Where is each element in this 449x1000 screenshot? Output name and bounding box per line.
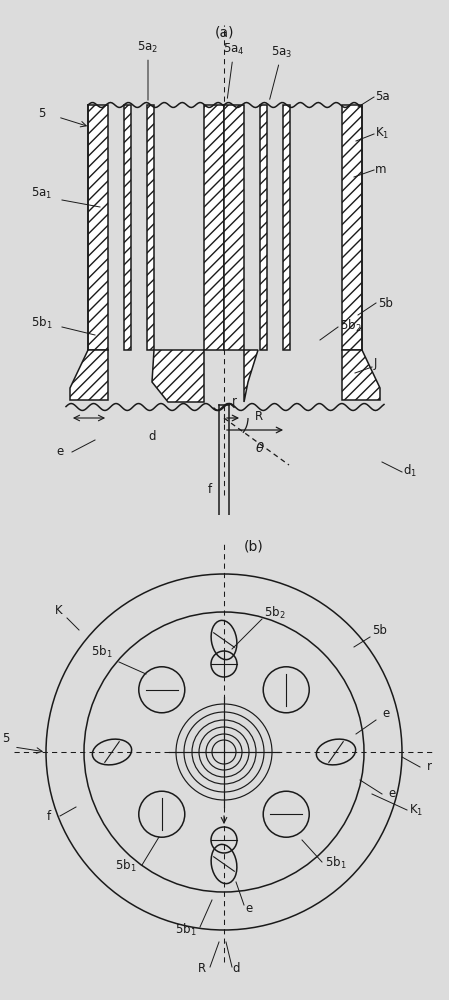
Bar xyxy=(88,105,108,350)
Text: 5b$_1$: 5b$_1$ xyxy=(115,858,137,874)
Text: 5b$_1$: 5b$_1$ xyxy=(91,644,113,660)
Bar xyxy=(147,105,154,350)
Text: 5a: 5a xyxy=(375,90,390,103)
Text: d: d xyxy=(232,962,240,975)
Polygon shape xyxy=(244,350,258,402)
Polygon shape xyxy=(342,350,380,400)
Text: f: f xyxy=(47,810,51,823)
Text: 5b$_2$: 5b$_2$ xyxy=(340,318,361,334)
Bar xyxy=(124,105,131,350)
Text: 5b$_1$: 5b$_1$ xyxy=(175,922,197,938)
Text: e: e xyxy=(383,707,390,720)
Text: m: m xyxy=(375,163,387,176)
Text: e: e xyxy=(245,902,253,915)
Text: 5a$_3$: 5a$_3$ xyxy=(270,44,293,99)
Text: (a): (a) xyxy=(214,25,234,39)
Bar xyxy=(260,105,267,350)
Text: e: e xyxy=(57,445,64,458)
Text: e: e xyxy=(388,787,396,800)
Text: 5b$_1$: 5b$_1$ xyxy=(31,315,53,331)
Text: 5b: 5b xyxy=(378,297,393,310)
Text: J: J xyxy=(373,357,377,370)
Text: 5: 5 xyxy=(2,732,10,745)
Text: K$_1$: K$_1$ xyxy=(375,126,389,141)
Bar xyxy=(204,105,224,350)
Text: K$_1$: K$_1$ xyxy=(409,803,423,818)
Text: d: d xyxy=(148,430,156,443)
Polygon shape xyxy=(152,350,204,402)
Text: R: R xyxy=(198,962,206,975)
Text: 5: 5 xyxy=(38,107,46,120)
Text: (b): (b) xyxy=(244,540,264,554)
Text: $\theta$: $\theta$ xyxy=(255,441,265,455)
Bar xyxy=(283,105,290,350)
Text: K: K xyxy=(55,604,63,617)
Text: r: r xyxy=(427,760,431,773)
Bar xyxy=(224,105,244,350)
Text: r: r xyxy=(232,395,237,408)
Text: 5a$_1$: 5a$_1$ xyxy=(31,186,53,201)
Bar xyxy=(342,105,362,350)
Text: 5b$_1$: 5b$_1$ xyxy=(325,855,347,871)
Text: 5b$_2$: 5b$_2$ xyxy=(264,605,286,621)
Text: 5a$_2$: 5a$_2$ xyxy=(137,39,158,100)
Polygon shape xyxy=(70,350,108,400)
Text: f: f xyxy=(208,483,212,496)
Text: 5b: 5b xyxy=(372,624,387,637)
Text: 5a$_4$: 5a$_4$ xyxy=(223,41,245,98)
Text: R: R xyxy=(255,410,263,423)
Text: d$_1$: d$_1$ xyxy=(403,463,417,479)
